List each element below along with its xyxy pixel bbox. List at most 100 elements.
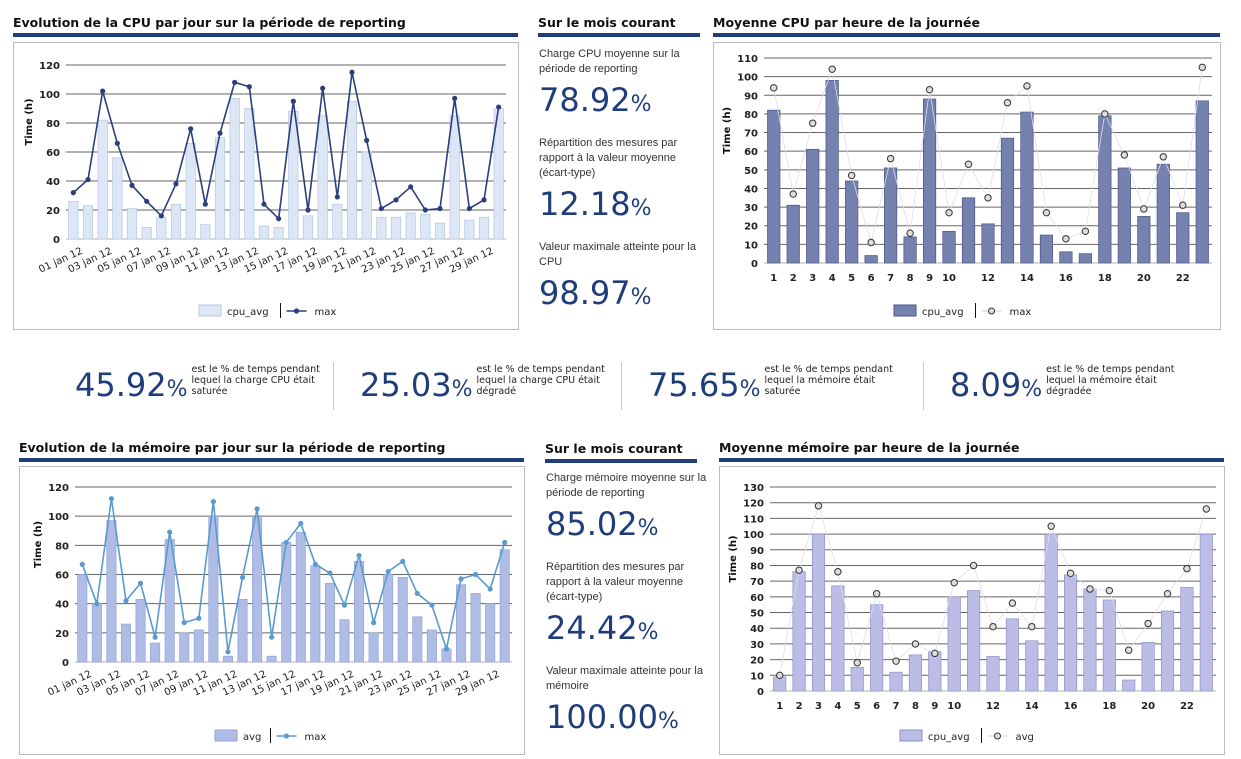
x-tick-label: 9 (926, 273, 933, 284)
bar (922, 98, 937, 264)
bar (244, 108, 255, 240)
bar (77, 574, 88, 663)
data-point (872, 590, 881, 598)
kpi-number: 100.00 (546, 698, 658, 736)
data-point (1159, 153, 1168, 161)
bar (1141, 642, 1155, 692)
kpi-item: Charge mémoire moyenne sur la période de… (546, 471, 711, 548)
bar (1039, 234, 1054, 264)
data-point (945, 208, 953, 217)
data-point (770, 84, 778, 92)
stat-number: 25.03 (360, 366, 452, 404)
bar (68, 200, 79, 240)
y-tick-label: 10 (750, 671, 764, 682)
x-tick-label: 12 (986, 701, 1000, 712)
kpi-value: 12.18% (539, 185, 704, 228)
y-tick-label: 50 (750, 609, 764, 620)
bar (302, 215, 314, 240)
kpi-number: 98.97 (539, 274, 631, 312)
bar (273, 227, 284, 240)
bar (792, 571, 806, 692)
data-point (437, 205, 443, 212)
x-tick-label: 10 (942, 273, 956, 284)
y-tick-label: 20 (750, 656, 764, 667)
data-point (1042, 208, 1051, 217)
data-point (85, 176, 91, 183)
stat-value: 45.92% (75, 366, 188, 404)
bar (942, 230, 956, 264)
bar (339, 619, 350, 663)
y-axis-label: Time (h) (33, 521, 44, 568)
data-point (283, 539, 289, 546)
x-tick-label: 1 (770, 273, 777, 284)
bar (1180, 587, 1194, 692)
bar (214, 137, 226, 240)
bar (831, 585, 845, 692)
legend-label: max (1010, 307, 1032, 318)
data-point (400, 558, 406, 564)
data-point (808, 119, 817, 127)
data-point (892, 657, 900, 665)
data-point (1086, 585, 1094, 593)
kpi-label: Valeur maximale atteinte pour la CPU (539, 241, 696, 268)
y-tick-label: 70 (750, 577, 764, 588)
y-tick-label: 10 (744, 240, 758, 251)
bar (1083, 588, 1097, 692)
data-point (1047, 522, 1055, 530)
bar (1000, 137, 1015, 264)
y-tick-label: 120 (39, 61, 60, 72)
bar (825, 80, 839, 264)
data-point (1163, 590, 1172, 598)
data-point (984, 194, 992, 202)
bar (412, 616, 423, 663)
x-tick-label: 12 (981, 273, 995, 284)
data-point (371, 620, 377, 626)
mem-daily-title: Evolution de la mémoire par jour sur la … (19, 440, 524, 462)
stat-block: 75.65% est le % de temps pendant lequel l… (648, 360, 900, 410)
data-point (487, 586, 493, 592)
x-tick-label: 20 (1137, 273, 1151, 284)
stat-text: est le % de temps pendant lequel la char… (191, 363, 320, 397)
data-point (496, 104, 502, 110)
data-point (202, 201, 208, 207)
data-point (828, 65, 836, 73)
stat-text: est le % de temps pendant lequel la mémo… (764, 363, 893, 397)
bar (928, 651, 942, 692)
kpi-number: 24.42 (546, 609, 638, 647)
bar (478, 216, 490, 240)
data-point (886, 154, 895, 163)
data-point (1144, 619, 1152, 628)
legend-label: cpu_avg (928, 732, 970, 743)
bar (252, 517, 263, 663)
data-point (950, 579, 958, 587)
data-point (378, 205, 384, 212)
bar (1078, 253, 1092, 264)
y-tick-label: 60 (750, 593, 764, 604)
bar (850, 667, 864, 692)
data-point (188, 126, 194, 132)
x-tick-label: 4 (829, 273, 836, 284)
data-point (196, 615, 202, 621)
cpu-month-title: Sur le mois courant (538, 15, 700, 37)
data-point (385, 568, 391, 575)
data-point (298, 520, 304, 527)
legend-label: max (305, 732, 327, 743)
data-point (123, 598, 129, 604)
bar (354, 561, 365, 663)
data-point (261, 201, 267, 207)
bar (258, 225, 270, 240)
bar (845, 180, 859, 264)
stat-block: 25.03% est le % de temps pendant lequel l… (360, 360, 612, 410)
y-tick-label: 20 (46, 206, 60, 217)
bar (120, 623, 131, 663)
legend-swatch-bar (214, 729, 238, 742)
data-point (408, 184, 414, 190)
x-tick-label: 2 (796, 701, 803, 712)
data-point (1179, 201, 1187, 209)
data-point (269, 634, 275, 640)
bar (200, 224, 211, 240)
x-tick-label: 18 (1098, 273, 1112, 284)
kpi-label: Répartition des mesures par rapport à la… (539, 137, 678, 179)
y-tick-label: 100 (743, 530, 764, 541)
bar (295, 531, 306, 663)
